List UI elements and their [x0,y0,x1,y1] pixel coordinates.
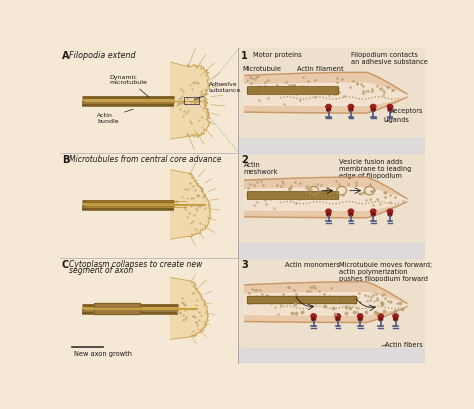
Polygon shape [171,63,210,140]
Text: Actin
meshwork: Actin meshwork [244,161,278,174]
Ellipse shape [371,213,375,216]
Polygon shape [245,282,407,323]
Text: A: A [62,51,70,61]
Ellipse shape [349,109,353,112]
Text: Filopodium contacts
an adhesive substance: Filopodium contacts an adhesive substanc… [351,52,428,65]
Ellipse shape [349,213,353,216]
Text: Cytoplasm collapses to create new: Cytoplasm collapses to create new [69,260,202,269]
Text: 3: 3 [241,260,248,270]
Ellipse shape [394,318,398,321]
Bar [93,303,140,314]
Text: Actin fibers: Actin fibers [385,341,423,347]
Polygon shape [245,293,407,315]
Ellipse shape [348,209,354,214]
Bar [246,87,338,95]
Bar [246,297,356,303]
Ellipse shape [378,314,383,319]
Text: Vesicle fusion adds
membrane to leading
edge of filopodium: Vesicle fusion adds membrane to leading … [339,158,411,178]
Text: Adhesive
substance: Adhesive substance [194,82,241,101]
Bar [93,303,140,314]
Text: New axon growth: New axon growth [74,350,132,356]
Bar [239,258,425,362]
Ellipse shape [327,109,330,112]
Ellipse shape [326,209,331,214]
Ellipse shape [336,318,340,321]
Bar [239,348,425,362]
Text: 2: 2 [241,155,248,165]
Text: Filopodia extend: Filopodia extend [69,51,136,60]
Bar [239,139,425,153]
Text: Motor proteins: Motor proteins [253,52,301,58]
Ellipse shape [358,318,362,321]
Bar [246,88,338,94]
Text: B: B [62,155,69,165]
Text: Microtubule moves forward;
actin polymerization
pushes filopodium forward: Microtubule moves forward; actin polymer… [339,261,432,281]
Bar [239,49,425,153]
Polygon shape [171,171,211,240]
Ellipse shape [371,209,376,214]
Text: Microtubule: Microtubule [242,66,281,72]
Polygon shape [245,73,407,114]
Bar [239,153,425,258]
Polygon shape [171,278,209,339]
Ellipse shape [393,314,398,319]
Bar [246,192,338,198]
Text: C: C [62,260,69,270]
Text: Receptors: Receptors [389,108,423,114]
Ellipse shape [371,105,376,110]
Ellipse shape [326,105,331,110]
Text: Actin filament: Actin filament [297,66,344,72]
Ellipse shape [388,213,392,216]
Ellipse shape [348,105,354,110]
Text: Dynamic
microtubule: Dynamic microtubule [109,74,149,98]
Polygon shape [245,178,407,218]
Text: Microtubules from central core advance: Microtubules from central core advance [69,155,221,164]
Ellipse shape [388,109,392,112]
Ellipse shape [312,318,316,321]
Bar [246,296,356,303]
Text: 1: 1 [241,51,248,61]
Ellipse shape [335,314,340,319]
Ellipse shape [387,105,392,110]
Text: segment of axon: segment of axon [69,265,133,274]
Polygon shape [245,189,407,211]
Text: Actin monomers: Actin monomers [285,261,340,267]
Ellipse shape [371,109,375,112]
Polygon shape [245,84,407,106]
Ellipse shape [327,213,330,216]
Bar [239,243,425,258]
Ellipse shape [311,314,316,319]
Ellipse shape [379,318,383,321]
Text: Ligands: Ligands [384,117,410,123]
Ellipse shape [387,209,392,214]
Bar [183,97,199,105]
Ellipse shape [357,314,363,319]
Text: Actin
bundle: Actin bundle [97,110,133,124]
Bar [246,191,338,199]
